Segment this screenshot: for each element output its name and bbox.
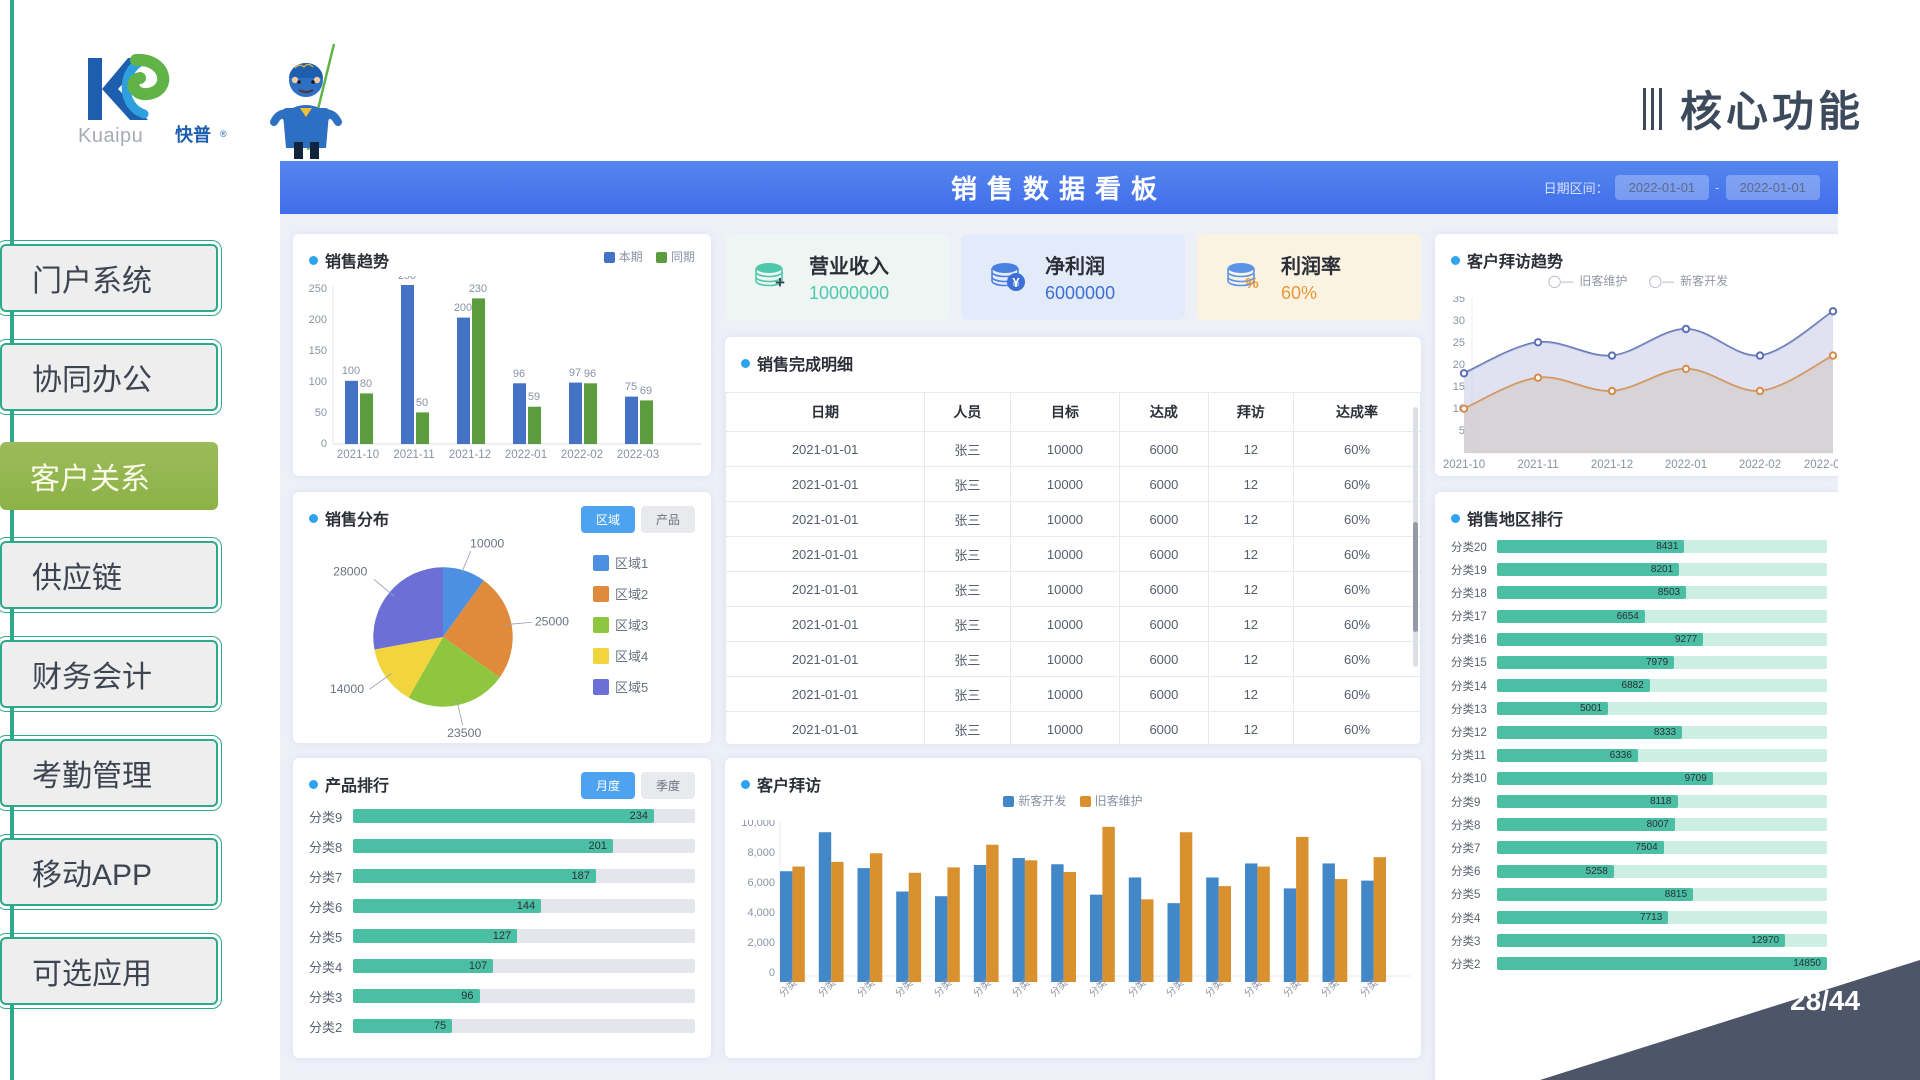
- svg-text:6,000: 6,000: [747, 877, 775, 889]
- svg-text:25000: 25000: [535, 615, 569, 629]
- svg-text:区域1: 区域1: [615, 556, 648, 571]
- svg-text:0: 0: [321, 438, 327, 450]
- svg-text:96: 96: [513, 368, 525, 380]
- svg-text:2022-01: 2022-01: [1665, 459, 1707, 471]
- svg-text:100: 100: [309, 376, 327, 388]
- svg-text:80: 80: [360, 378, 372, 390]
- svg-text:区域5: 区域5: [615, 680, 648, 695]
- svg-text:2022-02: 2022-02: [1739, 459, 1781, 471]
- svg-text:2021-12: 2021-12: [1591, 459, 1633, 471]
- svg-text:25: 25: [1453, 337, 1465, 349]
- svg-text:+: +: [775, 273, 785, 292]
- svg-text:50: 50: [315, 407, 327, 419]
- svg-text:2021-11: 2021-11: [393, 449, 434, 461]
- svg-text:8,000: 8,000: [747, 847, 775, 859]
- svg-text:30: 30: [1453, 315, 1465, 327]
- svg-text:96: 96: [584, 368, 596, 380]
- svg-text:69: 69: [640, 385, 652, 397]
- svg-text:2022-03: 2022-03: [1804, 459, 1838, 471]
- svg-text:14000: 14000: [330, 682, 364, 696]
- svg-text:¥: ¥: [1012, 275, 1020, 290]
- svg-text:23500: 23500: [447, 726, 481, 737]
- svg-text:2021-11: 2021-11: [1517, 459, 1558, 471]
- svg-text:2021-10: 2021-10: [337, 449, 379, 461]
- svg-text:10,000: 10,000: [741, 820, 775, 829]
- svg-text:150: 150: [309, 345, 327, 357]
- svg-text:2022-02: 2022-02: [561, 449, 603, 461]
- svg-text:59: 59: [528, 391, 540, 403]
- svg-text:230: 230: [469, 283, 487, 295]
- svg-text:区域2: 区域2: [615, 587, 648, 602]
- svg-text:100: 100: [342, 365, 360, 377]
- svg-text:区域4: 区域4: [615, 649, 648, 664]
- svg-text:50: 50: [416, 397, 428, 409]
- svg-text:97: 97: [569, 367, 581, 379]
- svg-text:0: 0: [769, 967, 775, 979]
- svg-text:10000: 10000: [470, 537, 504, 551]
- svg-text:2022-01: 2022-01: [505, 449, 547, 461]
- svg-text:15: 15: [1453, 381, 1465, 393]
- svg-text:%: %: [1245, 275, 1258, 292]
- svg-text:4,000: 4,000: [747, 907, 775, 919]
- svg-text:®: ®: [220, 129, 227, 139]
- svg-text:Kuaipu: Kuaipu: [78, 125, 143, 147]
- svg-text:200: 200: [309, 314, 327, 326]
- svg-text:2,000: 2,000: [747, 937, 775, 949]
- svg-text:区域3: 区域3: [615, 618, 648, 633]
- svg-text:28000: 28000: [333, 565, 367, 579]
- svg-text:75: 75: [625, 381, 637, 393]
- svg-text:2022-03: 2022-03: [617, 449, 659, 461]
- svg-text:250: 250: [398, 276, 416, 282]
- svg-text:200: 200: [454, 302, 472, 314]
- svg-text:2021-12: 2021-12: [449, 449, 491, 461]
- svg-text:2021-10: 2021-10: [1443, 459, 1485, 471]
- svg-text:250: 250: [309, 283, 327, 295]
- svg-text:35: 35: [1453, 296, 1465, 305]
- svg-text:快普: 快普: [175, 124, 211, 145]
